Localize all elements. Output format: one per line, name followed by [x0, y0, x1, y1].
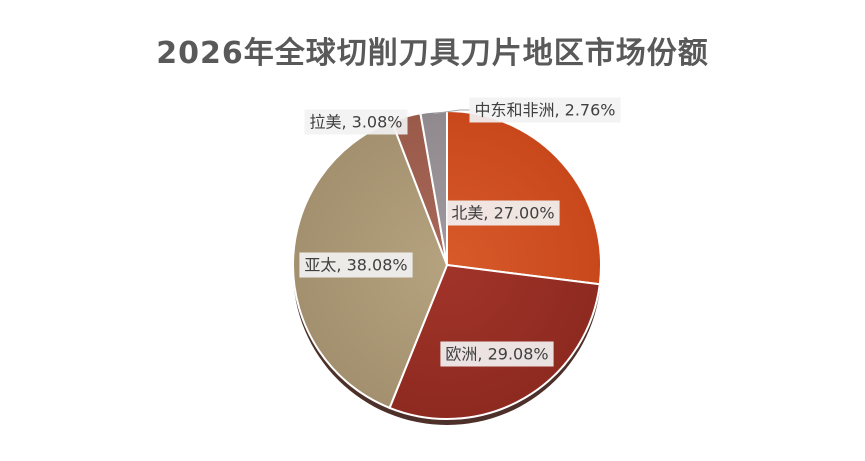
slice-label-bg-2	[440, 341, 554, 367]
chart-title: 2026年全球切削刀具刀片地区市场份额	[156, 36, 709, 71]
slice-label-1: 北美, 27.00%	[446, 200, 560, 226]
slice-label-5: 中东和非洲, 2.76%	[469, 97, 621, 123]
slice-label-bg-3	[299, 252, 413, 278]
slice-label-text-4: 拉美, 3.08%	[309, 113, 402, 132]
slice-label-4: 拉美, 3.08%	[304, 109, 408, 135]
slice-label-2: 欧洲, 29.08%	[440, 341, 554, 367]
pie-slice-1	[446, 109, 602, 286]
slice-label-bg-5	[469, 97, 621, 123]
slice-label-text-1: 北美, 27.00%	[451, 204, 554, 223]
slice-label-text-2: 欧洲, 29.08%	[445, 345, 548, 364]
leader-line-5	[433, 109, 470, 115]
slice-label-3: 亚太, 38.08%	[299, 252, 413, 278]
slice-label-text-5: 中东和非洲, 2.76%	[474, 101, 615, 120]
slice-label-text-3: 亚太, 38.08%	[304, 256, 407, 275]
slice-label-bg-4	[304, 109, 408, 135]
pie-slice-5	[419, 109, 448, 266]
slice-label-bg-1	[446, 200, 560, 226]
